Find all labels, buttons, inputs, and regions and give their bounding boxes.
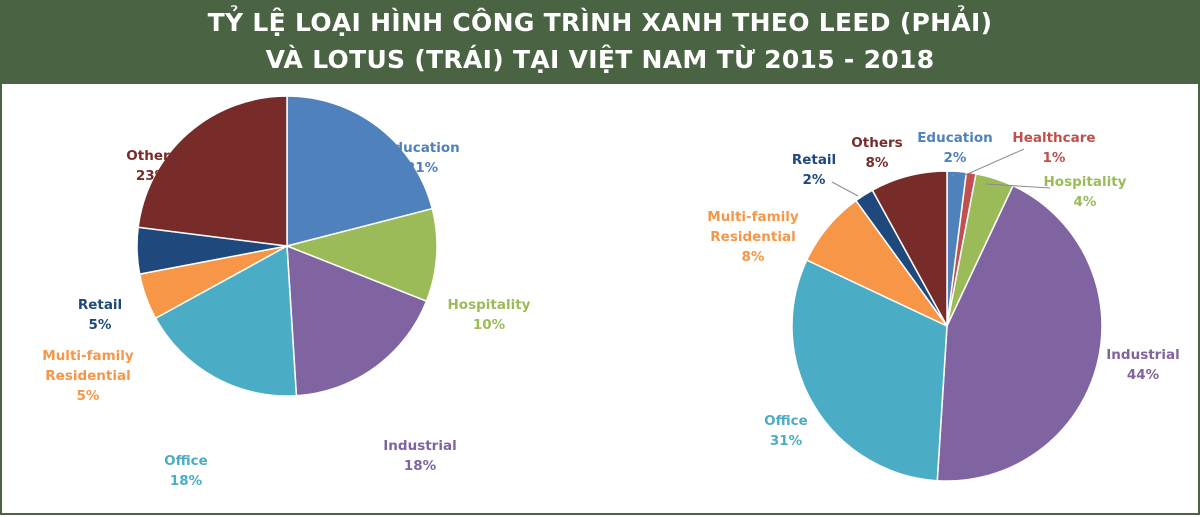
- leed-label-others: Others 8%: [851, 135, 902, 171]
- leed-leader-healthcare: [962, 148, 1025, 177]
- lotus-slice-office: [154, 244, 298, 397]
- leed-label-hospitality: Hospitality 4%: [1044, 174, 1127, 210]
- pie-charts-area: Education 21% Hospitality 10% Industrial 18% O…: [42, 95, 1180, 489]
- lotus-slice-hospitality: [284, 207, 438, 303]
- leed-slice-industrial: [936, 184, 1103, 482]
- leed-label-education: Education 2%: [917, 130, 993, 166]
- lotus-slice-industrial: [286, 244, 428, 397]
- header-banner: TỶ LỆ LOẠI HÌNH CÔNG TRÌNH XANH THEO LEE…: [0, 0, 1200, 84]
- leed-leader-retail: [831, 181, 859, 197]
- leed-leader-hospitality: [985, 183, 1051, 189]
- pie-chart-lotus: Education 21% Hospitality 10% Industrial 18% O…: [42, 95, 531, 489]
- lotus-label-office: Office 18%: [164, 453, 208, 489]
- leed-label-industrial: Industrial 44%: [1106, 347, 1179, 383]
- leed-leader-education: [951, 173, 956, 177]
- leed-label-multi-family-residential: Multi-family Residential 8%: [707, 209, 799, 265]
- leed-slice-office: [791, 259, 948, 482]
- lotus-label-others: Others 23%: [126, 148, 177, 184]
- chart-title-line-1: TỶ LỆ LOẠI HÌNH CÔNG TRÌNH XANH THEO LEE…: [207, 8, 993, 37]
- leed-label-office: Office 31%: [764, 413, 808, 449]
- lotus-slice-others: [137, 95, 288, 247]
- lotus-label-multi-family-residential: Multi-family Residential 5%: [42, 348, 134, 404]
- lotus-label-hospitality: Hospitality 10%: [448, 297, 531, 333]
- leed-slice-others: [871, 170, 948, 327]
- lotus-label-education: Education 21%: [384, 140, 460, 176]
- lotus-slice-education: [286, 95, 434, 247]
- pie-chart-leed: Education 2% Healthcare 1% Hospitality 4% Indu…: [707, 130, 1180, 482]
- leed-label-retail: Retail 2%: [792, 152, 836, 188]
- lotus-label-industrial: Industrial 18%: [383, 438, 456, 474]
- chart-title-line-2: VÀ LOTUS (TRÁI) TẠI VIỆT NAM TỪ 2015 - 2…: [265, 45, 935, 74]
- leed-label-healthcare: Healthcare 1%: [1012, 130, 1095, 166]
- lotus-label-retail: Retail 5%: [78, 297, 122, 333]
